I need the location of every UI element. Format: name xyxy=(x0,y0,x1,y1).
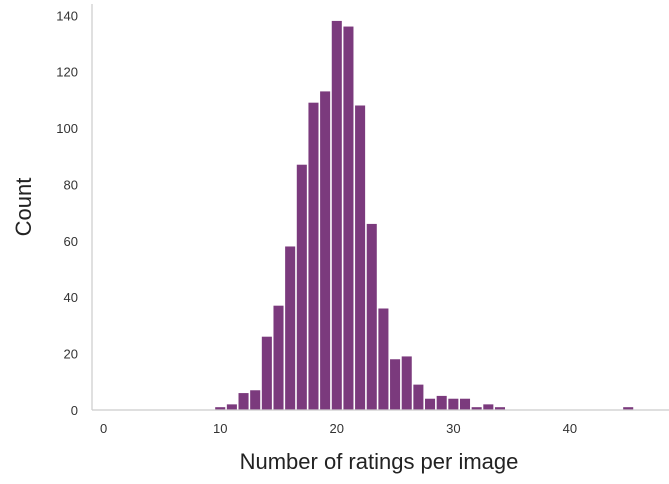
y-axis-label: Count xyxy=(11,178,36,237)
histogram-bar xyxy=(401,356,412,410)
histogram-bar xyxy=(273,305,284,410)
histogram-bar xyxy=(459,398,471,410)
x-axis-label: Number of ratings per image xyxy=(240,449,519,474)
y-tick-labels: 0 20 40 60 80 100 120 140 xyxy=(56,8,78,418)
histogram-bar xyxy=(331,20,342,411)
histogram-bar xyxy=(215,407,226,410)
x-tick-label: 30 xyxy=(446,421,460,436)
histogram-bar xyxy=(425,398,436,410)
x-tick-label: 20 xyxy=(330,421,344,436)
y-tick-label: 40 xyxy=(64,290,78,305)
y-tick-label: 140 xyxy=(56,8,78,23)
x-tick-label: 0 xyxy=(100,421,107,436)
histogram-bar xyxy=(366,223,377,410)
y-tick-label: 120 xyxy=(56,65,78,80)
histogram-bar xyxy=(355,105,366,410)
x-tick-label: 10 xyxy=(213,421,227,436)
histogram-bar xyxy=(226,404,237,410)
y-tick-label: 60 xyxy=(64,234,78,249)
histogram-bar xyxy=(436,395,447,410)
histogram-bar xyxy=(250,390,261,410)
x-tick-label: 40 xyxy=(563,421,577,436)
y-tick-label: 100 xyxy=(56,121,78,136)
histogram-bar xyxy=(378,308,389,410)
y-tick-label: 0 xyxy=(71,403,78,418)
histogram-bar xyxy=(285,246,296,410)
histogram-bar xyxy=(494,407,506,410)
histogram-bar xyxy=(296,164,307,410)
histogram-bar xyxy=(308,102,319,411)
histogram-bar xyxy=(483,404,494,410)
histogram-bar xyxy=(261,336,272,410)
histogram-bar xyxy=(238,393,249,410)
histogram-bar xyxy=(390,359,401,410)
histogram-bar xyxy=(343,26,354,411)
histogram-bar xyxy=(413,384,424,410)
histogram-bar xyxy=(623,407,634,410)
histogram-bar xyxy=(448,398,459,410)
bars-group xyxy=(215,20,634,411)
histogram-bar xyxy=(471,407,482,410)
y-tick-label: 20 xyxy=(64,347,78,362)
x-tick-labels: 0 10 20 30 40 xyxy=(100,421,577,436)
histogram-bar xyxy=(320,91,331,411)
y-tick-label: 80 xyxy=(64,177,78,192)
